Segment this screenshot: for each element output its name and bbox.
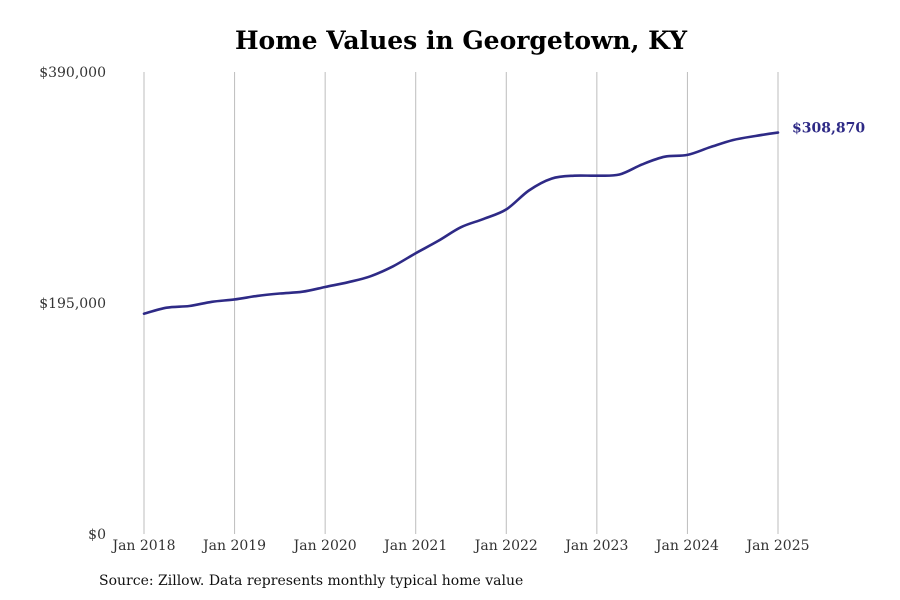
x-tick-label: Jan 2025 <box>744 538 809 554</box>
x-tick-label: Jan 2019 <box>201 538 266 554</box>
y-tick-label: $0 <box>88 527 106 543</box>
x-tick-label: Jan 2024 <box>654 538 719 554</box>
source-note: Source: Zillow. Data represents monthly … <box>99 573 524 589</box>
y-tick-label: $195,000 <box>39 296 106 312</box>
end-value-label: $308,870 <box>792 121 865 137</box>
x-tick-label: Jan 2018 <box>110 538 175 554</box>
chart-title: Home Values in Georgetown, KY <box>234 26 688 55</box>
x-axis-ticks: Jan 2018 Jan 2019 Jan 2020 Jan 2021 Jan 2022… <box>110 538 809 554</box>
y-tick-label: $390,000 <box>39 65 106 81</box>
series-layer <box>142 131 780 315</box>
series-line <box>142 131 780 315</box>
x-tick-label: Jan 2022 <box>473 538 538 554</box>
x-tick-label: Jan 2023 <box>563 538 628 554</box>
y-axis-ticks: $0 $195,000 $390,000 <box>39 65 106 543</box>
x-tick-label: Jan 2021 <box>382 538 447 554</box>
end-label-layer: $308,870 <box>792 121 865 137</box>
grid-lines <box>143 72 779 534</box>
x-tick-label: Jan 2020 <box>292 538 357 554</box>
